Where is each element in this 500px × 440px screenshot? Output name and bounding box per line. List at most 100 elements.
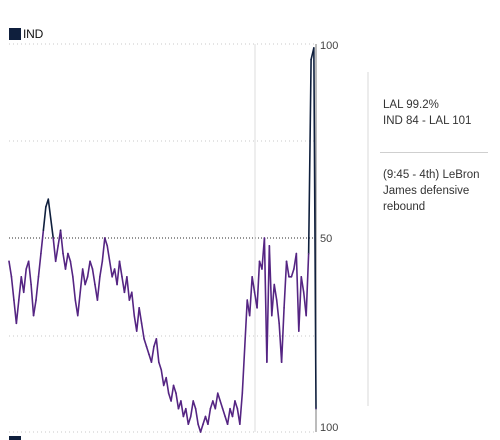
data-point [170,400,172,402]
data-point [94,283,96,286]
data-point [244,346,246,348]
series-segment [67,252,72,263]
series-segment [96,275,101,301]
series-segment [172,384,177,395]
series-segment [313,47,317,410]
series-segment [219,400,224,410]
data-point [153,346,155,348]
data-point [172,384,175,387]
data-point [136,330,138,332]
series-segment [86,260,91,278]
series-segment [280,307,285,363]
series-segment [155,338,160,363]
series-segment [69,260,74,278]
data-point [165,377,167,379]
data-point [202,423,204,425]
series-segment [15,299,20,325]
data-point [145,346,148,348]
data-point [182,415,184,418]
series-segment [170,384,175,402]
play-description: (9:45 - 4th) LeBron James defensive rebo… [383,169,480,213]
series-segment [32,299,37,317]
data-point [128,299,130,301]
data-point [254,291,256,293]
data-point [101,260,103,262]
series-segment [275,299,280,325]
series-segment [145,345,150,356]
data-point [126,276,128,278]
data-point [79,291,81,293]
series-segment [54,244,59,263]
series-segment [165,376,170,395]
data-point [47,198,49,200]
data-point [204,415,207,418]
data-point [209,408,211,410]
data-point [155,338,157,340]
data-point [138,307,140,309]
data-point [160,369,162,371]
data-point [10,276,13,278]
series-segment [295,252,300,332]
data-point [285,260,288,262]
series-segment [199,423,204,433]
data-point [8,260,10,262]
data-point [185,408,187,410]
series-segment [158,361,163,371]
series-segment [99,260,104,278]
data-point [231,415,234,418]
series-segment [214,392,219,410]
data-point [236,408,239,410]
series-segment [79,268,84,294]
data-point [82,268,84,270]
series-segment [243,299,249,348]
data-point [308,252,310,255]
data-point [64,268,67,270]
data-point [86,276,89,278]
data-point [246,299,248,301]
series-segment [72,275,77,301]
score-text: IND 84 - LAL 101 [383,115,472,127]
data-point [59,229,62,231]
data-point [121,276,123,278]
data-point [268,245,270,247]
data-point [310,58,312,61]
series-segment [84,275,89,286]
data-point [109,260,111,262]
data-point [278,322,280,324]
data-point [303,291,305,293]
tick-label-bottom: 100 [320,422,339,434]
series-segment [187,415,192,426]
data-point [84,283,86,286]
series-segment [185,407,190,426]
series-segment [27,260,32,286]
data-point [281,361,283,363]
data-point [15,322,17,324]
series-segment [150,345,155,363]
data-point [28,260,30,262]
series-segment [207,407,212,426]
data-point [199,431,202,433]
data-point [214,408,216,410]
tick-label-top: 100 [320,40,339,52]
series-segment [251,275,256,294]
series-segment [248,275,253,317]
series-segment [140,322,145,340]
series-segment [241,345,246,395]
data-point [67,252,69,255]
data-point [249,315,251,317]
data-point [229,408,231,410]
data-point [32,315,35,317]
data-point [212,400,214,402]
data-point [104,237,106,239]
data-point [74,299,76,301]
data-point [290,276,293,278]
data-point [69,260,71,262]
data-point [118,260,121,262]
data-point [114,268,116,270]
data-point [258,260,261,262]
series-segment [59,229,64,255]
data-point [52,237,54,239]
data-point [30,283,32,286]
bottom-legend-swatch [9,436,21,440]
data-point [40,252,42,255]
